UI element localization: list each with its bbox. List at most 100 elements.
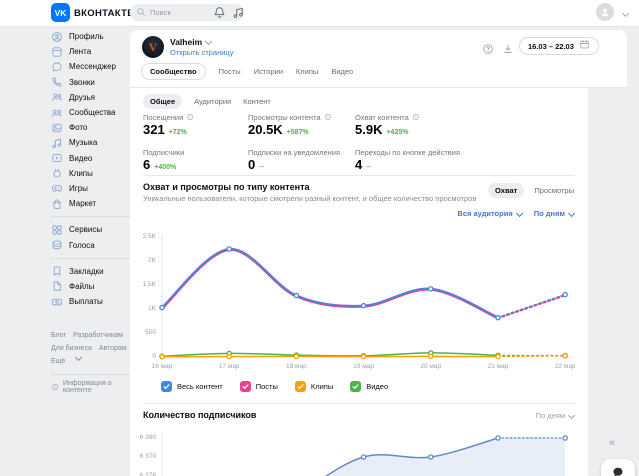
music-icon [51,137,63,149]
footer-link[interactable]: Блог [51,329,66,342]
tab-posts[interactable]: Посты [219,67,241,76]
sidebar-item-services[interactable]: Сервисы [51,222,131,237]
legend-checkbox[interactable] [350,381,361,392]
metric-content-reach: Охват контента5.9K+425% [355,112,583,140]
calendar-icon [579,39,590,50]
sidebar-footer: Блог РазработчикамДля бизнеса АвторамЕщё Ин… [51,329,135,394]
y-axis-tick: 6 378 [130,472,156,476]
y-axis-tick: 1K [130,305,156,312]
metrics-grid: Посещения321+72%Просмотры контента20.5K+… [143,112,583,175]
stats-tabs: Общее Аудитория Контент [143,94,271,109]
legend-label: Весь контент [177,382,223,391]
info-icon[interactable] [186,113,194,121]
sidebar-item-voices[interactable]: Голоса [51,237,131,252]
chevron-down-icon [568,209,575,216]
brand-wordmark[interactable]: ВКОНТАКТЕ [74,8,134,19]
date-range-picker[interactable]: 16.03 – 22.03 [519,37,599,55]
toggle-views[interactable]: Просмотры [534,186,574,195]
audience-filter-dropdown[interactable]: Вся аудитория [457,209,521,218]
music-button[interactable] [232,6,245,24]
notifications-button[interactable] [213,6,226,24]
sidebar-item-profile[interactable]: Профиль [51,29,131,44]
chevron-down-icon[interactable] [622,10,629,17]
bell-icon [213,6,226,19]
y-axis-tick: 6 380 [130,434,156,441]
sidebar-item-video[interactable]: Видео [51,151,131,166]
sidebar-item-messenger[interactable]: Мессенджер [51,59,131,74]
metric-delta: +72% [169,125,187,140]
messenger-icon [51,61,63,73]
collapse-panel-button[interactable]: « [609,437,615,449]
sidebar-group: ПрофильЛентаМессенджерЗвонкиДрузья Сообще… [51,29,131,211]
footer-link[interactable]: Авторам [99,342,127,355]
metric-label: Подписки на уведомления [248,147,355,157]
sidebar-item-label: Видео [69,154,92,163]
stats-tab-content[interactable]: Контент [243,97,271,106]
sidebar-item-feed[interactable]: Лента [51,44,131,59]
sidebar-item-clips[interactable]: Клипы [51,166,131,181]
vk-logo-text: VK [55,8,67,18]
legend-item-all-content[interactable]: Весь контент [161,381,223,392]
legend-checkbox[interactable] [240,381,251,392]
community-selector[interactable]: Valheim [170,37,211,47]
sidebar-item-calls[interactable]: Звонки [51,75,131,90]
content-info-link[interactable]: Информация о контенте [51,380,135,394]
export-button[interactable] [502,42,514,60]
period-filter-dropdown[interactable]: По дням [534,209,574,218]
metric-delta: +425% [386,125,408,140]
footer-link[interactable]: Разработчикам [73,329,123,342]
sidebar-item-music[interactable]: Музыка [51,135,131,150]
support-chat-button[interactable] [601,459,635,476]
tab-video[interactable]: Видео [331,67,353,76]
sidebar-item-label: Выплаты [69,297,103,306]
tab-clips[interactable]: Клипы [296,67,318,76]
bookmarks-icon [51,265,63,277]
sidebar-item-market[interactable]: Маркет [51,196,131,211]
search-input[interactable]: Поиск [130,4,244,21]
info-icon[interactable] [324,113,332,121]
metric-delta: +587% [287,125,309,140]
legend-item-posts[interactable]: Посты [240,381,278,392]
sidebar-item-label: Сервисы [69,225,102,234]
legend-item-video[interactable]: Видео [350,381,388,392]
legend-checkbox[interactable] [295,381,306,392]
metric-label: Переходы по кнопке действия [355,147,583,157]
stats-tab-general[interactable]: Общее [143,94,182,109]
tab-stories[interactable]: Истории [254,67,283,76]
vk-logo[interactable]: VK [51,3,70,22]
divider [51,374,135,375]
community-header-card: V Valheim Открыть страницу 16.03 – 22.03… [130,30,627,88]
help-button[interactable] [482,42,494,60]
help-icon [482,43,494,55]
games-icon [51,182,63,194]
sidebar-item-photos[interactable]: Фото [51,120,131,135]
subscribers-period-dropdown[interactable]: По дням [536,411,574,420]
sidebar-item-bookmarks[interactable]: Закладки [51,264,131,279]
stats-tab-audience[interactable]: Аудитория [194,97,231,106]
search-icon [136,7,146,17]
tab-community[interactable]: Сообщество [141,63,206,80]
metric-action-button-clicks: Переходы по кнопке действия4– [355,147,583,175]
account-avatar[interactable] [596,3,614,21]
sidebar-item-payouts[interactable]: Выплаты [51,294,131,309]
community-avatar-letter: V [149,40,158,55]
footer-more-dropdown[interactable]: Ещё [51,355,135,368]
community-avatar[interactable]: V [142,36,164,58]
footer-link[interactable]: Для бизнеса [51,342,92,355]
sidebar-group: ЗакладкиФайлы Выплаты [51,258,131,310]
sidebar-item-label: Сообщества [69,108,115,117]
sidebar-item-games[interactable]: Игры [51,181,131,196]
sidebar-item-friends[interactable]: Друзья [51,90,131,105]
metric-notification-subs: Подписки на уведомления0– [248,147,355,175]
metric-visits: Посещения321+72% [143,112,248,140]
footer-links-row: Блог Разработчикам [51,329,135,342]
toggle-reach[interactable]: Охват [488,183,524,198]
info-icon[interactable] [412,113,420,121]
reach-chart: 05001K1.5K2K2.5K16 мар17 мар18 мар19 мар… [130,229,588,381]
legend-item-clips[interactable]: Клипы [295,381,333,392]
sidebar-item-files[interactable]: Файлы [51,279,131,294]
chat-bubble-icon [612,466,624,476]
open-page-link[interactable]: Открыть страницу [170,48,233,57]
sidebar-item-communities[interactable]: Сообщества [51,105,131,120]
legend-checkbox[interactable] [161,381,172,392]
